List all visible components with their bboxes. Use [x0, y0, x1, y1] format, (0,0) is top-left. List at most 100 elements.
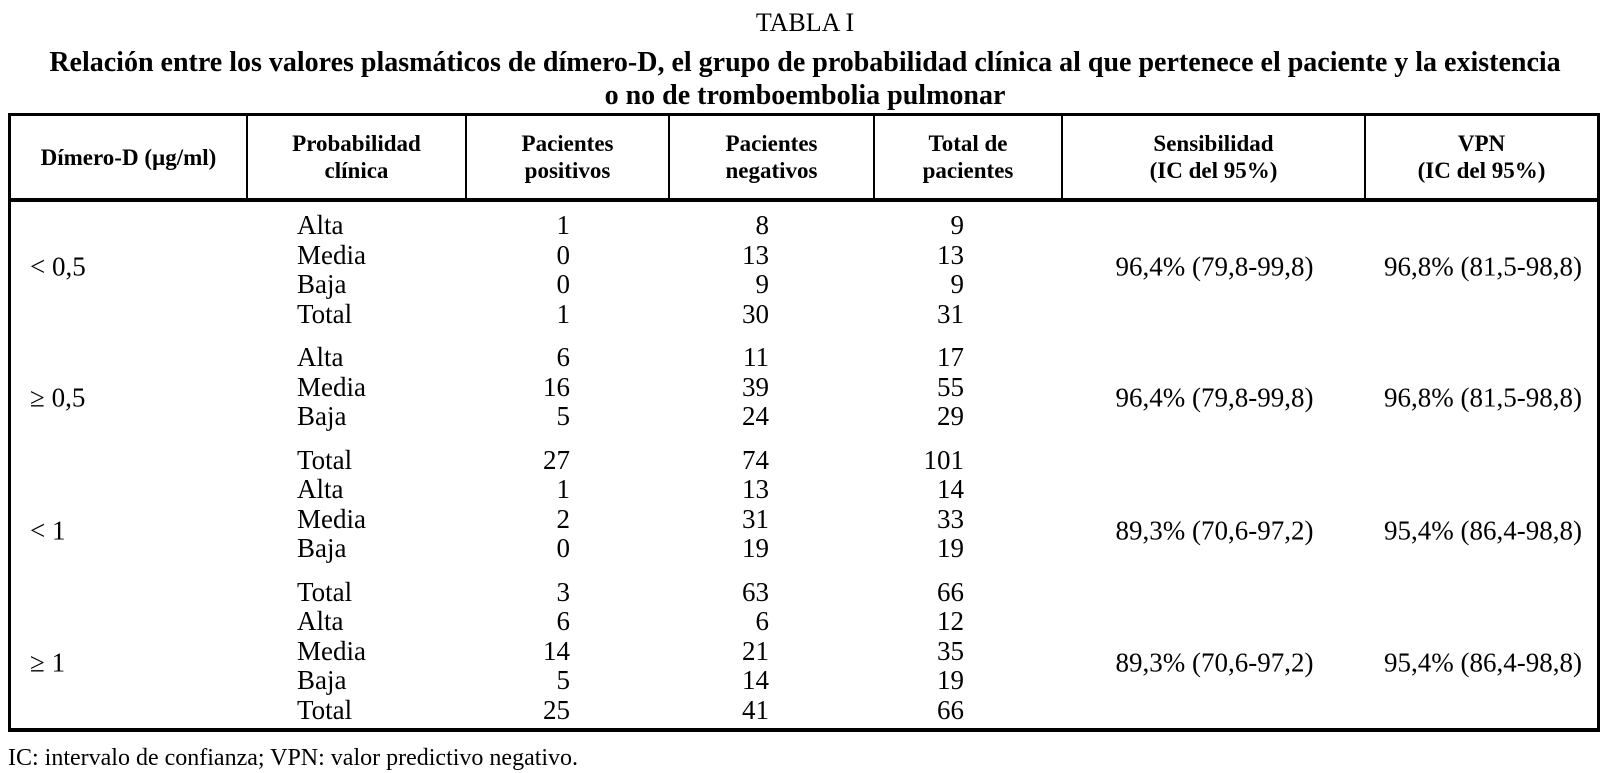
- table-row: Media 2 31 33: [11, 505, 1597, 535]
- pacientes-negativos-cell: 13: [742, 475, 769, 504]
- total-pacientes-cell: 12: [937, 607, 964, 636]
- pacientes-negativos-cell: 13: [742, 240, 769, 270]
- header-line: negativos: [725, 158, 818, 183]
- table-body: Alta 1 8 9 Media 0 13 13 Baja 0 9 9: [11, 202, 1597, 724]
- table-row: Total 25 41 66: [11, 696, 1597, 726]
- total-pacientes-cell: 31: [937, 299, 964, 329]
- vpn-value: 95,4% (86,4-98,8): [1384, 515, 1582, 546]
- table-row: Baja 5 14 19: [11, 666, 1597, 696]
- probabilidad-cell: Alta: [297, 607, 344, 636]
- table-row: Total 27 74 101: [11, 446, 1597, 476]
- probabilidad-cell: Alta: [297, 211, 344, 240]
- total-pacientes-cell: 33: [937, 504, 964, 534]
- table-footnote: IC: intervalo de confianza; VPN: valor p…: [8, 745, 579, 771]
- table-header-row: Dímero-D (µg/ml) Probabilidad clínica Pa…: [11, 116, 1597, 202]
- pacientes-positivos-cell: 5: [556, 402, 571, 431]
- dimero-group-label: < 1: [30, 515, 66, 546]
- header-line: clínica: [324, 158, 389, 183]
- dimero-group-label: ≥ 0,5: [30, 382, 86, 413]
- probabilidad-cell: Media: [297, 240, 366, 270]
- pacientes-negativos-cell: 8: [755, 211, 770, 240]
- pacientes-positivos-cell: 16: [543, 372, 570, 402]
- table-row: Baja 0 9 9: [11, 270, 1597, 300]
- pacientes-negativos-cell: 30: [742, 299, 769, 329]
- total-pacientes-cell: 14: [937, 475, 964, 504]
- total-pacientes-cell: 9: [950, 211, 965, 240]
- total-pacientes-cell: 17: [937, 343, 964, 372]
- total-pacientes-cell: 66: [937, 695, 964, 725]
- header-line: Dímero-D (µg/ml): [40, 144, 217, 170]
- pacientes-positivos-cell: 0: [556, 270, 571, 299]
- subtitle-line-1: Relación entre los valores plasmáticos d…: [49, 47, 1561, 78]
- pacientes-negativos-cell: 74: [742, 445, 769, 475]
- pacientes-negativos-cell: 9: [755, 270, 770, 299]
- table-row: Media 16 39 55: [11, 373, 1597, 403]
- probabilidad-cell: Total: [297, 695, 353, 725]
- total-pacientes-cell: 9: [950, 270, 965, 299]
- table-row: Media 0 13 13: [11, 241, 1597, 271]
- pacientes-positivos-cell: 25: [543, 695, 570, 725]
- pacientes-positivos-cell: 14: [543, 636, 570, 666]
- pacientes-negativos-cell: 14: [742, 666, 769, 695]
- header-line: (IC del 95%): [1417, 158, 1546, 183]
- header-dimero-d: Dímero-D (µg/ml): [11, 116, 248, 198]
- pacientes-negativos-cell: 21: [742, 636, 769, 666]
- pacientes-negativos-cell: 19: [742, 534, 769, 563]
- data-table: Dímero-D (µg/ml) Probabilidad clínica Pa…: [8, 113, 1600, 732]
- header-probabilidad-clinica: Probabilidad clínica: [248, 116, 467, 198]
- pacientes-positivos-cell: 1: [556, 299, 571, 329]
- header-sensibilidad: Sensibilidad (IC del 95%): [1063, 116, 1366, 198]
- table-title: TABLA I: [755, 8, 855, 37]
- header-line: (IC del 95%): [1149, 158, 1278, 183]
- pacientes-positivos-cell: 5: [556, 666, 571, 695]
- table-row: Baja 0 19 19: [11, 534, 1597, 564]
- probabilidad-cell: Baja: [297, 402, 347, 431]
- table-row: Baja 5 24 29: [11, 402, 1597, 432]
- table-row: Total 3 63 66: [11, 578, 1597, 608]
- probabilidad-cell: Total: [297, 445, 353, 475]
- probabilidad-cell: Media: [297, 372, 366, 402]
- header-pacientes-positivos: Pacientes positivos: [467, 116, 670, 198]
- pacientes-negativos-cell: 24: [742, 402, 769, 431]
- dimero-group-label: ≥ 1: [30, 647, 66, 678]
- probabilidad-cell: Total: [297, 577, 353, 607]
- total-pacientes-cell: 66: [937, 577, 964, 607]
- table-row: Alta 6 6 12: [11, 607, 1597, 637]
- pacientes-negativos-cell: 31: [742, 504, 769, 534]
- pacientes-positivos-cell: 0: [556, 534, 571, 563]
- pacientes-negativos-cell: 6: [755, 607, 770, 636]
- total-pacientes-cell: 19: [937, 534, 964, 563]
- pacientes-positivos-cell: 6: [556, 607, 571, 636]
- pacientes-positivos-cell: 0: [556, 240, 571, 270]
- pacientes-positivos-cell: 27: [543, 445, 570, 475]
- total-pacientes-cell: 19: [937, 666, 964, 695]
- total-pacientes-cell: 35: [937, 636, 964, 666]
- table-row: Media 14 21 35: [11, 637, 1597, 667]
- pacientes-positivos-cell: 3: [556, 577, 571, 607]
- sensibilidad-value: 89,3% (70,6-97,2): [1115, 647, 1314, 678]
- pacientes-negativos-cell: 63: [742, 577, 769, 607]
- header-line: VPN: [1457, 131, 1506, 156]
- total-pacientes-cell: 101: [923, 445, 965, 475]
- pacientes-positivos-cell: 1: [556, 475, 571, 504]
- table-row: Alta 1 13 14: [11, 475, 1597, 505]
- table-row: Alta 6 11 17: [11, 343, 1597, 373]
- header-line: Probabilidad: [292, 131, 421, 156]
- probabilidad-cell: Alta: [297, 343, 344, 372]
- probabilidad-cell: Baja: [297, 270, 347, 299]
- header-total-pacientes: Total de pacientes: [875, 116, 1063, 198]
- pacientes-negativos-cell: 11: [743, 343, 769, 372]
- probabilidad-cell: Alta: [297, 475, 344, 504]
- sensibilidad-value: 96,4% (79,8-99,8): [1115, 382, 1314, 413]
- pacientes-positivos-cell: 1: [556, 211, 571, 240]
- header-line: Total de: [928, 131, 1008, 156]
- table-row: Alta 1 8 9: [11, 211, 1597, 241]
- vpn-value: 96,8% (81,5-98,8): [1384, 382, 1582, 413]
- header-vpn: VPN (IC del 95%): [1366, 116, 1597, 198]
- total-pacientes-cell: 29: [937, 402, 964, 431]
- total-pacientes-cell: 13: [937, 240, 964, 270]
- vpn-value: 96,8% (81,5-98,8): [1384, 251, 1582, 282]
- probabilidad-cell: Baja: [297, 534, 347, 563]
- pacientes-negativos-cell: 41: [742, 695, 769, 725]
